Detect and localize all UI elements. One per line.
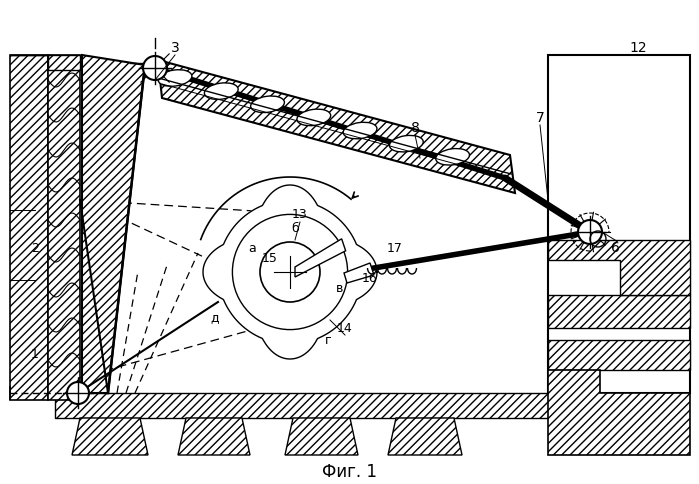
Text: 14: 14 — [337, 321, 353, 334]
Circle shape — [260, 242, 320, 302]
Polygon shape — [295, 239, 345, 277]
Text: 3: 3 — [171, 41, 180, 55]
Ellipse shape — [204, 83, 238, 99]
Polygon shape — [548, 55, 690, 393]
Text: д: д — [210, 312, 219, 324]
Ellipse shape — [389, 136, 423, 152]
Polygon shape — [548, 340, 690, 370]
Text: г: г — [325, 333, 331, 347]
Text: 1: 1 — [31, 348, 39, 362]
Ellipse shape — [158, 70, 192, 86]
Polygon shape — [548, 240, 690, 295]
Text: 6: 6 — [610, 241, 619, 255]
Ellipse shape — [297, 109, 331, 126]
Text: Фиг. 1: Фиг. 1 — [322, 463, 377, 481]
Polygon shape — [548, 370, 690, 455]
Text: 17: 17 — [387, 242, 403, 255]
Polygon shape — [10, 55, 80, 70]
Polygon shape — [203, 185, 377, 359]
Polygon shape — [10, 55, 48, 400]
Text: 2: 2 — [31, 242, 39, 255]
Text: 16: 16 — [362, 272, 378, 285]
Polygon shape — [55, 393, 615, 418]
Text: 7: 7 — [535, 111, 545, 125]
Polygon shape — [48, 55, 80, 400]
Polygon shape — [72, 418, 148, 455]
Text: а: а — [248, 242, 256, 255]
Text: 8: 8 — [410, 121, 419, 135]
Polygon shape — [285, 418, 358, 455]
Polygon shape — [344, 263, 374, 283]
Ellipse shape — [343, 122, 377, 139]
Polygon shape — [548, 295, 690, 328]
Text: 12: 12 — [629, 41, 647, 55]
Text: 13: 13 — [292, 209, 308, 222]
Circle shape — [578, 220, 602, 244]
Circle shape — [143, 56, 167, 80]
Polygon shape — [178, 418, 250, 455]
Text: в: в — [336, 282, 344, 294]
Circle shape — [232, 214, 347, 330]
Polygon shape — [82, 55, 145, 393]
Ellipse shape — [435, 149, 470, 165]
Text: 15: 15 — [262, 252, 278, 264]
Polygon shape — [388, 418, 462, 455]
Circle shape — [67, 382, 89, 404]
Text: б: б — [291, 222, 299, 235]
Polygon shape — [158, 60, 515, 193]
Ellipse shape — [251, 96, 284, 113]
